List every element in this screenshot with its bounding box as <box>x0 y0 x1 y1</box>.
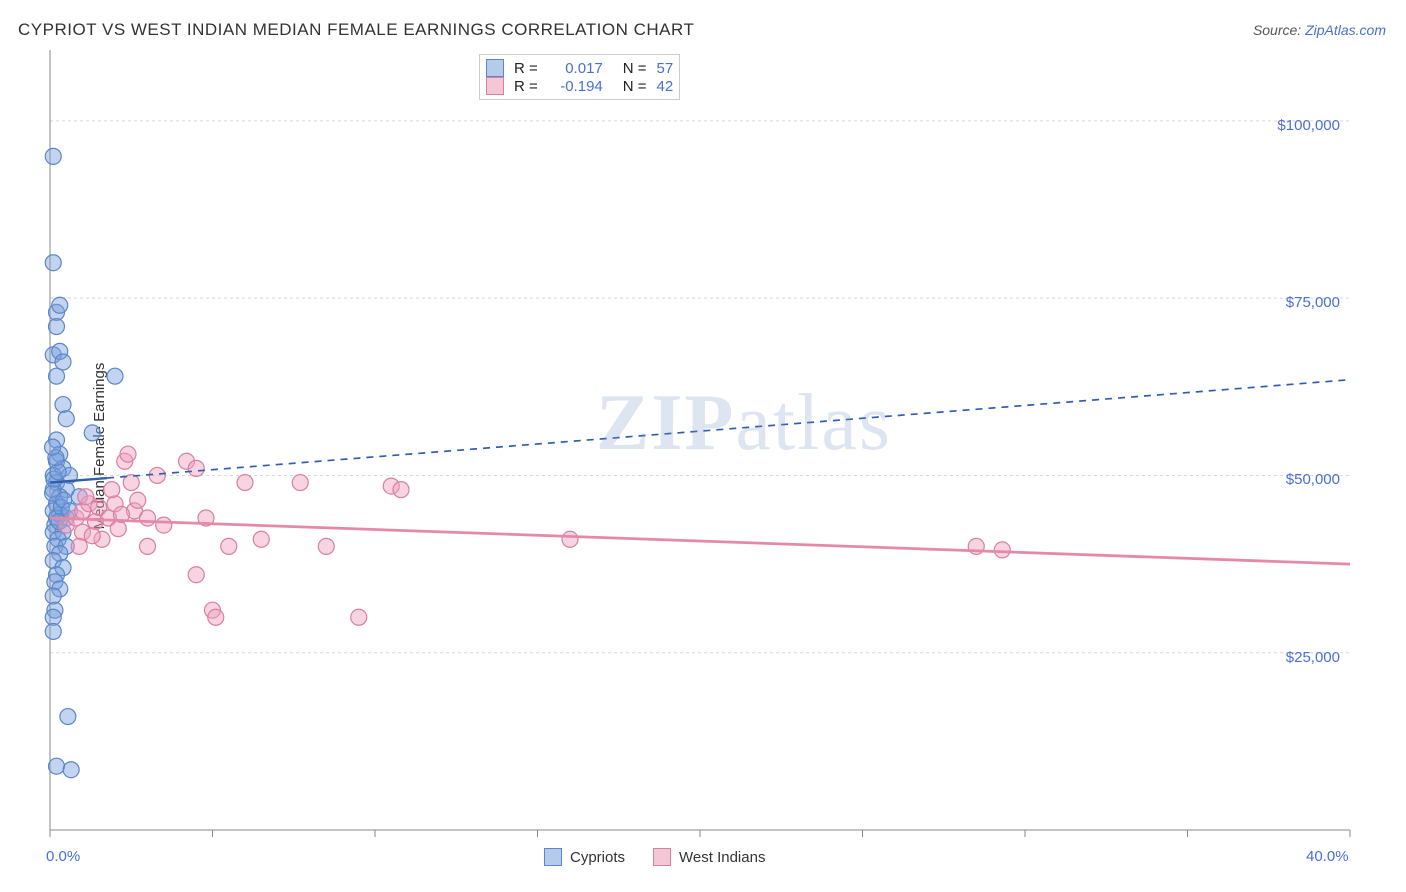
n-value: 57 <box>657 60 674 77</box>
data-point <box>292 475 308 491</box>
legend-swatch <box>653 848 671 866</box>
data-point <box>45 439 61 455</box>
data-point <box>52 297 68 313</box>
n-label: N = <box>623 60 647 77</box>
data-point <box>104 482 120 498</box>
data-point <box>318 538 334 554</box>
chart-container: CYPRIOT VS WEST INDIAN MEDIAN FEMALE EAR… <box>0 0 1406 892</box>
r-label: R = <box>514 60 538 77</box>
data-point <box>107 368 123 384</box>
trend-line <box>50 518 1350 564</box>
data-point <box>156 517 172 533</box>
data-point <box>55 354 71 370</box>
data-point <box>130 492 146 508</box>
data-point <box>84 528 100 544</box>
data-point <box>55 397 71 413</box>
n-label: N = <box>623 78 647 95</box>
r-label: R = <box>514 78 538 95</box>
data-point <box>208 609 224 625</box>
data-point <box>253 531 269 547</box>
x-tick-min: 0.0% <box>46 848 80 865</box>
data-point <box>562 531 578 547</box>
data-point <box>221 538 237 554</box>
data-point <box>71 538 87 554</box>
data-point <box>78 489 94 505</box>
y-tick-label: $100,000 <box>1260 117 1340 134</box>
data-point <box>140 538 156 554</box>
data-point <box>58 411 74 427</box>
data-point <box>188 567 204 583</box>
data-point <box>351 609 367 625</box>
series-legend: Cypriots West Indians <box>544 848 765 866</box>
data-point <box>994 542 1010 558</box>
n-value: 42 <box>657 78 674 95</box>
data-point <box>45 148 61 164</box>
data-point <box>45 623 61 639</box>
x-tick-max: 40.0% <box>1306 848 1349 865</box>
y-tick-label: $25,000 <box>1260 649 1340 666</box>
r-value: -0.194 <box>548 78 603 95</box>
legend-label: West Indians <box>679 849 765 866</box>
data-point <box>188 460 204 476</box>
legend-stat-row: R = -0.194 N = 42 <box>486 77 673 95</box>
data-point <box>60 709 76 725</box>
legend-item: Cypriots <box>544 848 625 866</box>
plot-area <box>0 0 1406 892</box>
legend-swatch <box>486 77 504 95</box>
y-tick-label: $75,000 <box>1260 294 1340 311</box>
data-point <box>237 475 253 491</box>
data-point <box>393 482 409 498</box>
data-point <box>120 446 136 462</box>
data-point <box>45 255 61 271</box>
data-point <box>45 588 61 604</box>
legend-stat-row: R = 0.017 N = 57 <box>486 59 673 77</box>
data-point <box>149 467 165 483</box>
correlation-legend: R = 0.017 N = 57 R = -0.194 N = 42 <box>479 54 680 100</box>
data-point <box>84 425 100 441</box>
y-tick-label: $50,000 <box>1260 471 1340 488</box>
data-point <box>50 464 66 480</box>
legend-swatch <box>544 848 562 866</box>
legend-label: Cypriots <box>570 849 625 866</box>
data-point <box>110 521 126 537</box>
data-point <box>49 319 65 335</box>
data-point <box>140 510 156 526</box>
data-point <box>49 758 65 774</box>
trend-line-extrapolated <box>107 380 1350 478</box>
legend-item: West Indians <box>653 848 765 866</box>
data-point <box>63 762 79 778</box>
legend-swatch <box>486 59 504 77</box>
r-value: 0.017 <box>548 60 603 77</box>
data-point <box>49 368 65 384</box>
